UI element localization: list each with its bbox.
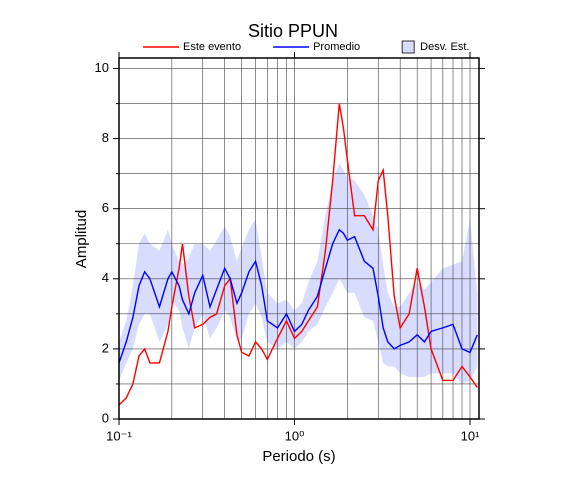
x-tick-label: 10⁰ [285,428,305,443]
legend-swatch [401,40,415,54]
plot-frame [118,57,480,420]
x-tick-label: 10⁻¹ [106,428,132,443]
legend-label: Promedio [313,41,360,53]
y-tick-label: 2 [102,340,109,355]
x-axis-label: Periodo (s) [262,448,335,465]
std-band [119,163,478,384]
y-tick-label: 0 [102,410,109,425]
chart-title: Sitio PPUN [248,21,338,41]
legend-label: Desv. Est. [420,41,469,53]
y-tick-label: 8 [102,130,109,145]
y-tick-label: 6 [102,200,109,215]
series-line [119,228,478,364]
y-tick-label: 4 [102,270,109,285]
plot-area [119,58,479,419]
y-tick-label: 10 [95,60,109,75]
y-axis-label: Amplitud [73,210,90,268]
series-line [119,103,478,406]
x-tick-label: 10¹ [461,428,480,443]
legend-label: Este evento [183,41,241,53]
